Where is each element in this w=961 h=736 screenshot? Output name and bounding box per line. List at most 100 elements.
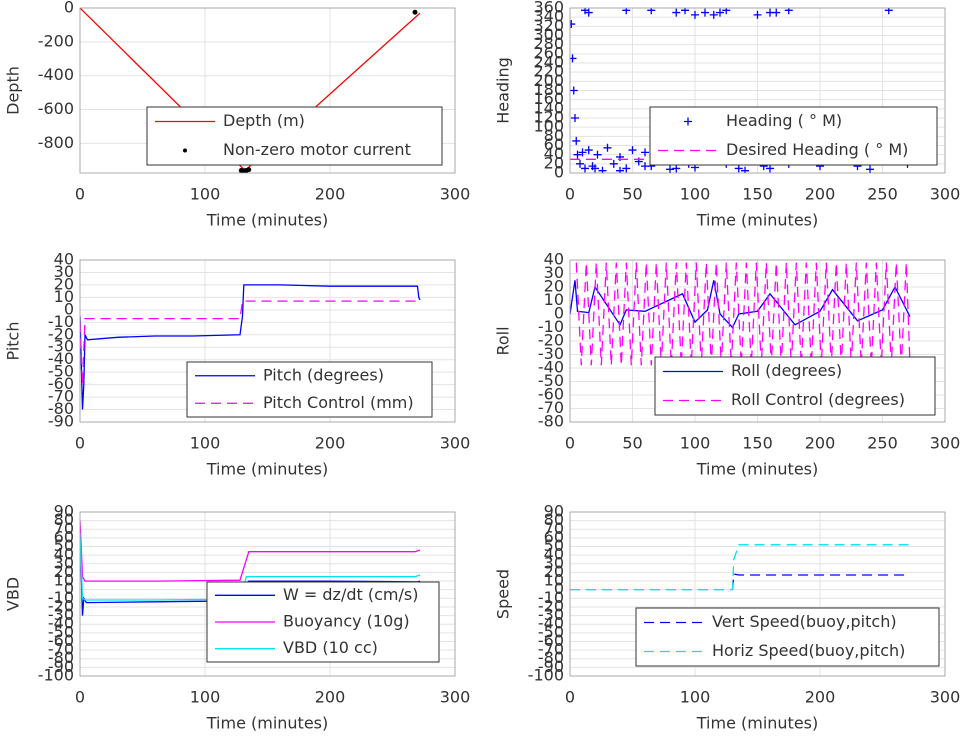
x-tick-label: 100 [680, 185, 711, 204]
y-tick-label: 30 [54, 553, 74, 572]
legend-label: Desired Heading ( ° M) [726, 140, 908, 159]
x-tick-label: 300 [930, 185, 961, 204]
y-tick-label: 30 [544, 553, 564, 572]
y-tick-label: 200 [533, 71, 564, 90]
y-tick-label: 20 [54, 274, 74, 293]
series-line [80, 520, 421, 582]
point [884, 8, 893, 15]
point [246, 167, 252, 173]
series-line [570, 280, 911, 329]
y-axis-label: Speed [494, 569, 513, 619]
y-tick-label: -30 [48, 337, 74, 356]
y-axis-label: Depth [4, 66, 23, 115]
legend-label: Pitch (degrees) [263, 365, 384, 384]
point [772, 8, 781, 17]
y-tick-label: -600 [38, 99, 74, 118]
x-tick-label: 300 [440, 434, 471, 453]
point [672, 8, 681, 17]
y-tick-label: 40 [544, 144, 564, 163]
y-tick-label: -70 [538, 398, 564, 417]
legend-label: Heading ( ° M) [726, 111, 842, 130]
y-tick-label: -100 [528, 666, 564, 685]
y-tick-label: 10 [544, 290, 564, 309]
axes-frame [569, 7, 946, 174]
x-tick-label: 0 [565, 434, 575, 453]
point [570, 86, 578, 95]
axes-frame [79, 511, 456, 677]
x-tick-label: 0 [75, 434, 85, 453]
legend-box [146, 106, 443, 166]
y-tick-label: 0 [64, 579, 74, 598]
y-tick-label: 30 [54, 262, 74, 281]
point [647, 8, 656, 15]
x-tick-label: 100 [190, 434, 221, 453]
y-tick-label: -30 [538, 344, 564, 363]
y-tick-label: 220 [533, 62, 564, 81]
y-tick-label: 10 [54, 571, 74, 590]
legend-box [649, 106, 938, 166]
y-tick-label: -70 [48, 640, 74, 659]
y-tick-label: -50 [538, 371, 564, 390]
y-tick-label: 140 [533, 98, 564, 117]
x-tick-label: 150 [742, 434, 773, 453]
y-tick-label: -10 [48, 588, 74, 607]
x-axis-label: Time (minutes) [206, 714, 329, 733]
point [753, 10, 762, 19]
x-axis-label: Time (minutes) [696, 714, 819, 733]
y-tick-label: -40 [48, 614, 74, 633]
point [571, 114, 579, 122]
x-tick-label: 200 [805, 434, 836, 453]
y-tick-label: 0 [554, 579, 564, 598]
x-tick-label: 300 [440, 688, 471, 707]
y-tick-label: 40 [544, 250, 564, 269]
y-tick-label: 0 [554, 304, 564, 323]
axes-frame [79, 7, 456, 174]
legend-label: Buoyancy (10g) [283, 612, 410, 631]
point [570, 54, 577, 63]
y-tick-label: -20 [48, 324, 74, 343]
x-tick-label: 200 [805, 185, 836, 204]
y-axis-label: Pitch [4, 322, 23, 361]
y-tick-label: 40 [54, 250, 74, 269]
y-tick-label: 280 [533, 34, 564, 53]
x-axis-label: Time (minutes) [696, 460, 819, 479]
y-tick-label: -80 [48, 399, 74, 418]
point [709, 10, 718, 19]
series-line [570, 544, 910, 591]
y-tick-label: -60 [538, 385, 564, 404]
y-tick-label: -20 [538, 331, 564, 350]
y-tick-label: 80 [54, 510, 74, 529]
legend-label: Roll (degrees) [731, 361, 842, 380]
y-tick-label: 0 [554, 163, 564, 182]
y-tick-label: -40 [48, 349, 74, 368]
y-tick-label: -60 [538, 631, 564, 650]
x-tick-label: 100 [190, 185, 221, 204]
point [691, 10, 699, 19]
y-tick-label: -30 [48, 605, 74, 624]
series-line [575, 262, 911, 366]
x-axis-label: Time (minutes) [696, 211, 819, 230]
point [784, 8, 793, 15]
point [593, 150, 602, 159]
legend-label: Non-zero motor current [223, 140, 411, 159]
x-tick-label: 200 [805, 688, 836, 707]
y-tick-label: -80 [538, 412, 564, 431]
point [622, 8, 631, 15]
x-tick-label: 150 [742, 185, 773, 204]
y-tick-label: 60 [54, 527, 74, 546]
y-tick-label: 100 [533, 117, 564, 136]
point [716, 8, 724, 17]
y-tick-label: 90 [54, 502, 74, 521]
y-tick-label: -20 [538, 596, 564, 615]
y-tick-label: -90 [48, 412, 74, 431]
axes-frame [569, 259, 946, 423]
y-tick-label: -70 [48, 387, 74, 406]
y-tick-label: -50 [48, 622, 74, 641]
point [576, 159, 584, 168]
x-tick-label: 250 [867, 185, 898, 204]
point [598, 166, 607, 173]
series-line [731, 573, 910, 590]
